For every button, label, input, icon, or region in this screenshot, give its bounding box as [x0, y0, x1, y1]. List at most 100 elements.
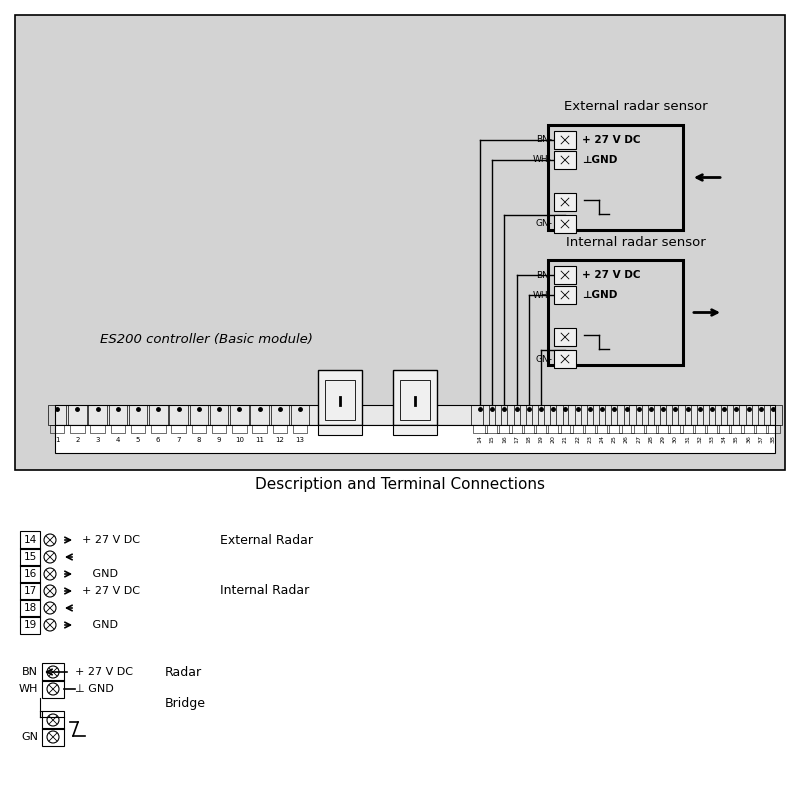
- Text: 24: 24: [599, 435, 605, 443]
- Bar: [485, 425, 499, 433]
- Text: 15: 15: [490, 435, 494, 443]
- Bar: [510, 425, 524, 433]
- Bar: [534, 425, 548, 433]
- Text: 16: 16: [502, 435, 507, 443]
- Text: + 27 V DC: + 27 V DC: [75, 667, 133, 677]
- Bar: [742, 425, 756, 433]
- Text: 17: 17: [23, 586, 37, 596]
- Text: + 27 V DC: + 27 V DC: [582, 135, 641, 145]
- Bar: [42, 711, 64, 729]
- Bar: [548, 260, 683, 365]
- Bar: [581, 405, 599, 425]
- Bar: [20, 565, 40, 583]
- Bar: [230, 405, 249, 425]
- Text: Bridge: Bridge: [165, 697, 206, 710]
- Text: ⊥GND: ⊥GND: [582, 290, 618, 300]
- Bar: [473, 425, 487, 433]
- Text: 8: 8: [197, 437, 201, 443]
- Bar: [393, 370, 437, 425]
- Bar: [554, 193, 576, 211]
- Bar: [582, 425, 597, 433]
- Text: 38: 38: [770, 435, 775, 443]
- Bar: [90, 425, 105, 433]
- Text: WH-: WH-: [533, 290, 552, 299]
- Text: 18: 18: [23, 603, 37, 613]
- Bar: [522, 425, 536, 433]
- Bar: [212, 425, 226, 433]
- Bar: [20, 531, 40, 549]
- Bar: [129, 405, 147, 425]
- Text: 2: 2: [75, 437, 79, 443]
- Bar: [715, 405, 734, 425]
- Text: External radar sensor: External radar sensor: [564, 101, 707, 114]
- Bar: [68, 405, 86, 425]
- Text: GN: GN: [21, 732, 38, 742]
- Text: 19: 19: [23, 620, 37, 630]
- Bar: [190, 405, 208, 425]
- Bar: [554, 350, 576, 368]
- Text: BN-: BN-: [536, 135, 552, 145]
- Bar: [70, 425, 85, 433]
- Bar: [110, 425, 125, 433]
- Bar: [630, 405, 648, 425]
- Bar: [702, 405, 722, 425]
- Bar: [642, 405, 660, 425]
- Text: GN-: GN-: [535, 219, 552, 229]
- Text: 17: 17: [514, 435, 519, 443]
- Bar: [754, 425, 768, 433]
- Bar: [544, 405, 562, 425]
- Bar: [20, 582, 40, 600]
- Bar: [618, 405, 636, 425]
- Bar: [15, 15, 785, 470]
- Bar: [766, 425, 780, 433]
- Bar: [554, 286, 576, 304]
- Text: WH-: WH-: [533, 155, 552, 165]
- Bar: [483, 405, 502, 425]
- Bar: [690, 405, 709, 425]
- Bar: [654, 405, 672, 425]
- Bar: [631, 425, 646, 433]
- Text: 5: 5: [136, 437, 140, 443]
- Text: 1: 1: [54, 437, 59, 443]
- Text: 13: 13: [295, 437, 305, 443]
- Bar: [48, 405, 66, 425]
- Text: 3: 3: [95, 437, 100, 443]
- Text: GND: GND: [82, 620, 118, 630]
- Text: + 27 V DC: + 27 V DC: [82, 586, 140, 596]
- Text: + 27 V DC: + 27 V DC: [82, 535, 140, 545]
- Text: 27: 27: [636, 435, 642, 443]
- Bar: [470, 405, 490, 425]
- Bar: [290, 405, 310, 425]
- Bar: [644, 425, 658, 433]
- Bar: [619, 425, 634, 433]
- Text: 14: 14: [23, 535, 37, 545]
- Text: 14: 14: [478, 435, 482, 443]
- Text: 22: 22: [575, 435, 580, 443]
- Bar: [605, 405, 623, 425]
- Text: 16: 16: [23, 569, 37, 579]
- Text: 6: 6: [156, 437, 161, 443]
- Bar: [507, 405, 526, 425]
- Bar: [570, 425, 585, 433]
- Text: 26: 26: [624, 435, 629, 443]
- Text: ES200 controller (Basic module): ES200 controller (Basic module): [100, 334, 313, 346]
- Bar: [42, 728, 64, 746]
- Bar: [656, 425, 670, 433]
- Bar: [495, 405, 514, 425]
- Text: 28: 28: [649, 435, 654, 443]
- Bar: [55, 425, 775, 453]
- Text: 21: 21: [563, 435, 568, 443]
- Bar: [232, 425, 246, 433]
- Bar: [546, 425, 561, 433]
- Text: 19: 19: [538, 435, 543, 443]
- Bar: [325, 380, 355, 420]
- Bar: [400, 380, 430, 420]
- Bar: [532, 405, 550, 425]
- Bar: [170, 405, 188, 425]
- Text: 4: 4: [115, 437, 120, 443]
- Bar: [693, 425, 707, 433]
- Text: 31: 31: [685, 435, 690, 443]
- Bar: [50, 425, 64, 433]
- Bar: [130, 425, 146, 433]
- Bar: [569, 405, 587, 425]
